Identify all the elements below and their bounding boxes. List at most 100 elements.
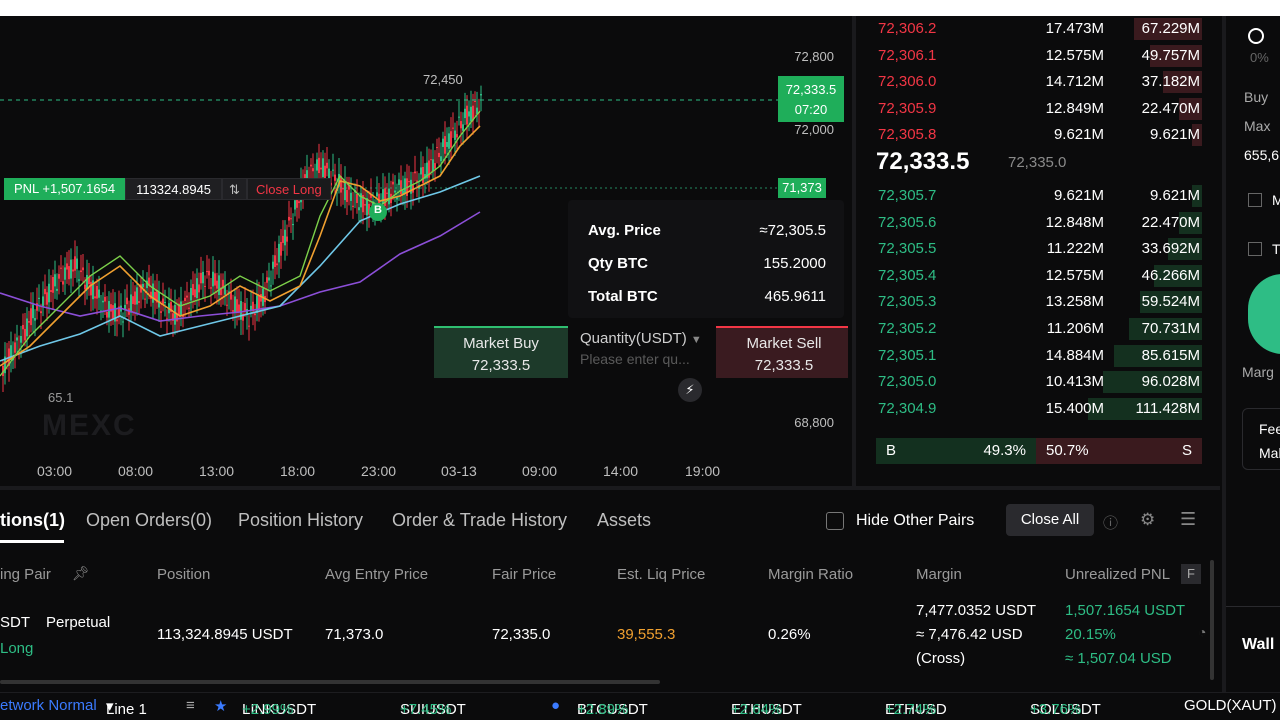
ask-total: 67.229M	[1141, 20, 1200, 37]
candle-body	[278, 243, 280, 263]
bid-row[interactable]: 72,305.5 11.222M 33.692M	[876, 236, 1202, 262]
bid-price: 72,305.4	[878, 266, 937, 284]
bid-price: 72,305.3	[878, 293, 937, 311]
candle-body	[232, 310, 234, 312]
pin-icon[interactable]: 📌︎	[72, 565, 90, 581]
hide-pairs-checkbox[interactable]	[826, 512, 844, 530]
ticker-item-gold[interactable]: GOLD(XAUT)	[1184, 697, 1277, 714]
avg-price-label: Avg. Price	[588, 222, 661, 239]
menu-icon[interactable]: ☰	[1180, 509, 1197, 529]
candle-body	[160, 311, 162, 313]
ask-total: 22.470M	[1141, 99, 1200, 117]
market-buy-button[interactable]: Market Buy 72,333.5	[434, 326, 568, 378]
candle-body	[22, 324, 24, 330]
bid-row[interactable]: 72,305.3 13.258M 59.524M	[876, 289, 1202, 315]
candle-body	[376, 192, 378, 197]
tab-order-history[interactable]: Order & Trade History	[392, 510, 568, 530]
tab-position-history[interactable]: Position History	[238, 510, 364, 530]
buy-marker[interactable]	[369, 203, 387, 221]
ask-row[interactable]: 72,305.8 9.621M 9.621M	[876, 122, 1202, 148]
bid-row[interactable]: 72,304.9 15.400M 111.428M	[876, 396, 1202, 422]
quantity-title[interactable]: Quantity(USDT) ▼	[580, 330, 702, 347]
candle-body	[42, 296, 44, 307]
candle-body	[454, 130, 456, 140]
candle-body	[68, 266, 70, 280]
bid-total: 96.028M	[1141, 373, 1200, 391]
tab-open-orders[interactable]: Open Orders(0)	[86, 510, 213, 530]
bid-row[interactable]: 72,305.0 10.413M 96.028M	[876, 369, 1202, 395]
candle-body	[248, 325, 250, 327]
bid-size: 11.222M	[1046, 240, 1104, 258]
candle-body	[20, 335, 22, 343]
tab-assets[interactable]: Assets	[597, 510, 652, 530]
max-label: Max	[1244, 118, 1271, 134]
star-icon[interactable]: ★	[214, 698, 228, 715]
candle-body	[272, 261, 274, 269]
close-all-button[interactable]: Close All	[1006, 504, 1094, 536]
candle-body	[320, 167, 322, 170]
price-axis-label: 72,800	[794, 49, 834, 64]
bid-row[interactable]: 72,305.1 14.884M 85.615M	[876, 343, 1202, 369]
bid-total: 22.470M	[1141, 213, 1200, 231]
candle-body	[468, 111, 470, 117]
tab-positions[interactable]: tions(1)	[0, 510, 65, 530]
line-select[interactable]: Line 1 ▾	[106, 698, 147, 718]
checkbox-1[interactable]	[1248, 193, 1262, 207]
list-icon[interactable]: ≡	[186, 697, 195, 714]
pnl-qty: 113324.8945	[125, 178, 223, 200]
ask-row[interactable]: 72,305.9 12.849M 22.470M	[876, 96, 1202, 122]
bid-price: 72,305.2	[878, 320, 937, 337]
ask-row[interactable]: 72,306.1 12.575M 49.757M	[876, 43, 1202, 69]
candle-body	[18, 351, 20, 353]
candle-body	[150, 291, 152, 299]
candle-body	[34, 318, 36, 321]
share-icon[interactable]: ◔	[1198, 624, 1207, 640]
horizontal-scrollbar[interactable]	[0, 680, 660, 684]
open-long-button[interactable]	[1248, 274, 1280, 354]
row-avg-entry: 71,373.0	[325, 626, 384, 643]
close-long-button[interactable]: Close Long	[246, 178, 331, 200]
depth-bar	[1103, 371, 1202, 394]
candle-body	[464, 108, 466, 119]
candle-body	[438, 152, 440, 158]
flash-icon[interactable]: ⚡	[678, 378, 702, 402]
filter-icon[interactable]: ⚙	[1140, 510, 1156, 529]
quantity-input[interactable]: Quantity(USDT) ▼ Please enter qu...	[568, 326, 716, 378]
depth-bar	[1140, 291, 1202, 314]
candle-body	[356, 194, 358, 204]
checkbox-2[interactable]	[1248, 242, 1262, 256]
ask-row[interactable]: 72,306.0 14.712M 37.182M	[876, 69, 1202, 95]
candle-body	[28, 321, 30, 323]
candle-body	[392, 181, 394, 185]
vertical-scrollbar[interactable]	[1210, 560, 1214, 680]
reverse-icon[interactable]: ⇅	[222, 178, 247, 200]
candle-body	[280, 242, 282, 256]
price-chart[interactable]: B 72,450 65.1 MEXC 72,800 72,000 68,800 …	[0, 16, 848, 486]
candle-body	[292, 223, 294, 226]
bid-row[interactable]: 72,305.6 12.848M 22.470M	[876, 210, 1202, 236]
market-sell-button[interactable]: Market Sell 72,333.5	[716, 326, 848, 378]
candle-body	[284, 229, 286, 246]
bid-row[interactable]: 72,305.4 12.575M 46.266M	[876, 263, 1202, 289]
bid-size: 14.884M	[1045, 346, 1104, 364]
candle-body	[270, 285, 272, 287]
leverage-slider-knob[interactable]	[1248, 28, 1264, 44]
time-axis-label: 08:00	[118, 463, 154, 479]
candle-body	[258, 295, 260, 309]
bid-row[interactable]: 72,305.7 9.621M 9.621M	[876, 183, 1202, 209]
row-pair[interactable]: SDT	[0, 614, 30, 631]
bid-row[interactable]: 72,305.2 11.206M 70.731M	[876, 316, 1202, 342]
candle-body	[340, 176, 342, 193]
pnl-badge[interactable]: F	[1181, 564, 1201, 584]
candle-body	[362, 194, 364, 213]
candle-body	[442, 138, 444, 147]
slider-pct: 0%	[1250, 50, 1269, 65]
candle-body	[282, 235, 284, 243]
info-icon[interactable]: ⓘ	[1103, 515, 1119, 532]
candle-body	[352, 205, 354, 207]
ask-row[interactable]: 72,306.2 17.473M 67.229M	[876, 16, 1202, 42]
pnl-label: PNL +1,507.1654	[4, 178, 126, 200]
bid-total: 85.615M	[1141, 346, 1200, 364]
candle-body	[424, 174, 426, 179]
candle-body	[456, 134, 458, 138]
